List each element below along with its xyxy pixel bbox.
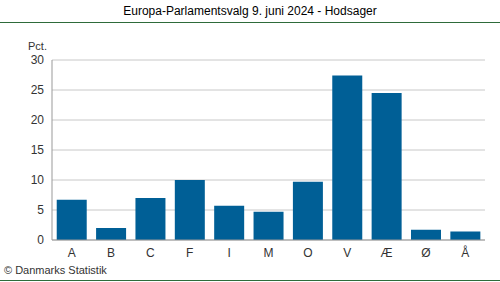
svg-text:Æ: Æ	[381, 246, 393, 260]
svg-text:0: 0	[37, 233, 44, 247]
html-text:© Danmarks Statistik: © Danmarks Statistik	[4, 264, 107, 276]
svg-text:5: 5	[37, 203, 44, 217]
svg-text:C: C	[146, 246, 155, 260]
svg-text:15: 15	[31, 143, 45, 157]
svg-text:20: 20	[31, 113, 45, 127]
svg-text:Ø: Ø	[421, 246, 430, 260]
svg-text:F: F	[186, 246, 193, 260]
svg-text:Å: Å	[461, 245, 469, 260]
html-text:Europa-Parlamentsvalg 9. juni: Europa-Parlamentsvalg 9. juni 2024 - Hod…	[123, 4, 377, 18]
svg-text:V: V	[343, 246, 351, 260]
html-text:Pct.: Pct.	[28, 40, 47, 52]
svg-text:10: 10	[31, 173, 45, 187]
svg-text:I: I	[227, 246, 230, 260]
svg-text:B: B	[107, 246, 115, 260]
svg-text:O: O	[303, 246, 312, 260]
svg-text:30: 30	[31, 53, 45, 67]
svg-text:A: A	[68, 246, 76, 260]
svg-text:25: 25	[31, 83, 45, 97]
svg-text:M: M	[264, 246, 274, 260]
